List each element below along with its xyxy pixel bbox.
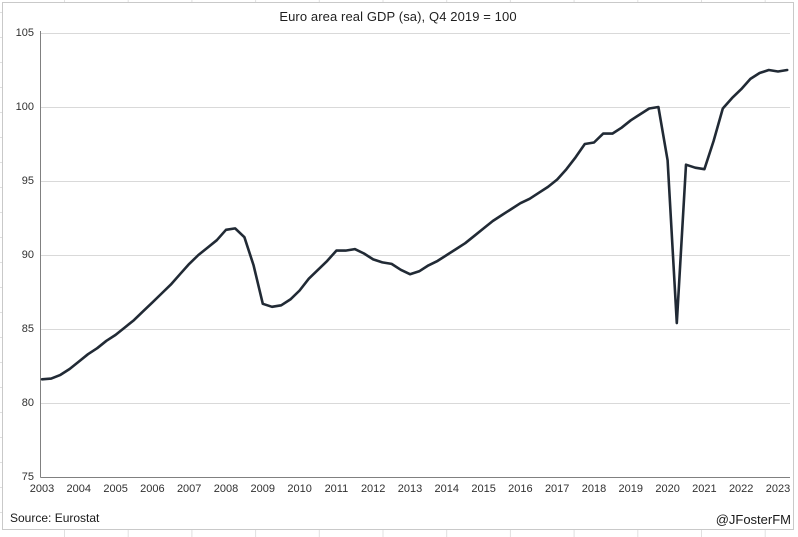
x-axis-tick-label: 2008: [213, 483, 239, 495]
x-axis-tick-label: 2003: [29, 483, 55, 495]
source-note: Source: Eurostat: [10, 511, 100, 525]
chart-title: Euro area real GDP (sa), Q4 2019 = 100: [279, 9, 517, 24]
y-axis-tick-label: 75: [21, 471, 34, 483]
x-axis-tick-label: 2018: [581, 483, 607, 495]
y-axis-tick-label: 105: [15, 27, 34, 39]
x-axis-tick-label: 2009: [250, 483, 276, 495]
x-axis-tick-label: 2015: [471, 483, 496, 495]
y-axis-tick-label: 80: [21, 397, 34, 409]
x-axis-tick-label: 2017: [544, 483, 570, 495]
y-axis-tick-label: 100: [15, 101, 34, 113]
x-axis-tick-label: 2019: [618, 483, 644, 495]
y-axis-tick-label: 95: [21, 175, 34, 187]
x-axis-tick-label: 2021: [692, 483, 717, 495]
x-axis-tick-label: 2006: [140, 483, 165, 495]
x-axis-tick-label: 2007: [176, 483, 202, 495]
gdp-data-line: [40, 68, 789, 381]
x-axis-tick-label: 2014: [434, 483, 460, 495]
x-axis-tick-label: 2005: [103, 483, 128, 495]
author-handle: @JFosterFM: [715, 512, 791, 527]
x-axis-tick-label: 2013: [397, 483, 423, 495]
x-axis-tick-label: 2020: [655, 483, 680, 495]
x-axis-tick-label: 2010: [287, 483, 312, 495]
y-axis-tick-label: 85: [21, 323, 34, 335]
x-axis-tick-label: 2011: [324, 483, 349, 495]
x-axis-tick-label: 2016: [508, 483, 533, 495]
chart-frame: [2, 2, 794, 530]
x-axis-tick-label: 2023: [765, 483, 791, 495]
y-axis-tick-label: 90: [21, 249, 34, 261]
x-axis-tick-label: 2012: [360, 483, 386, 495]
x-axis-tick-label: 2004: [66, 483, 92, 495]
x-axis-tick-label: 2022: [728, 483, 754, 495]
